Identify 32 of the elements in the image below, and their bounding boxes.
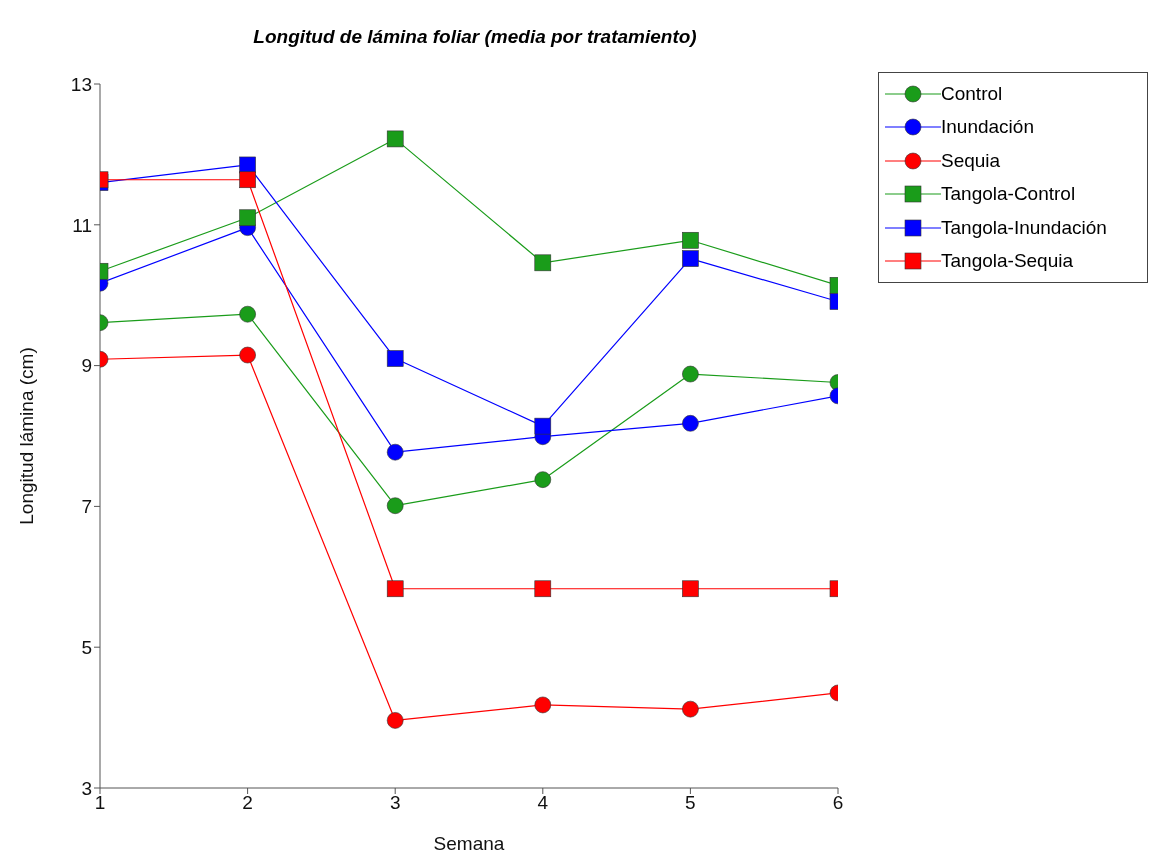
y-tick-label: 5 [81, 636, 92, 658]
y-axis-title: Longitud lámina (cm) [15, 347, 37, 525]
chart-title: Longitud de lámina foliar (media por tratamiento) [252, 26, 698, 48]
x-axis-title: Semana [433, 833, 505, 854]
legend-label: Tangola-Control [941, 183, 1076, 206]
legend-label: Tangola-Inundación [941, 216, 1107, 239]
y-tick-label: 11 [72, 214, 92, 236]
point [534, 471, 552, 488]
legend-label: Control [941, 82, 1003, 105]
point [386, 443, 404, 461]
point [534, 696, 552, 714]
legend-label: Tangola-Sequia [941, 250, 1074, 273]
point [386, 580, 404, 598]
point [534, 254, 552, 272]
point [386, 497, 404, 514]
point [534, 580, 552, 598]
y-tick-label: 13 [70, 73, 92, 95]
x-tick-label: 4 [537, 792, 549, 814]
x-tick-label: 2 [242, 792, 253, 814]
point [386, 130, 404, 148]
x-tick-label: 5 [685, 792, 696, 814]
legend-label: Inundación [941, 116, 1034, 139]
x-tick-label: 1 [94, 792, 106, 814]
x-tick-label: 3 [389, 792, 401, 814]
y-tick-label: 9 [81, 355, 92, 377]
y-tick-label: 7 [81, 496, 92, 518]
point [386, 712, 404, 729]
point [386, 350, 404, 367]
x-tick-label: 6 [832, 792, 844, 814]
point [534, 417, 552, 435]
y-tick-label: 3 [81, 777, 92, 799]
legend-label: Sequia [941, 149, 1001, 172]
